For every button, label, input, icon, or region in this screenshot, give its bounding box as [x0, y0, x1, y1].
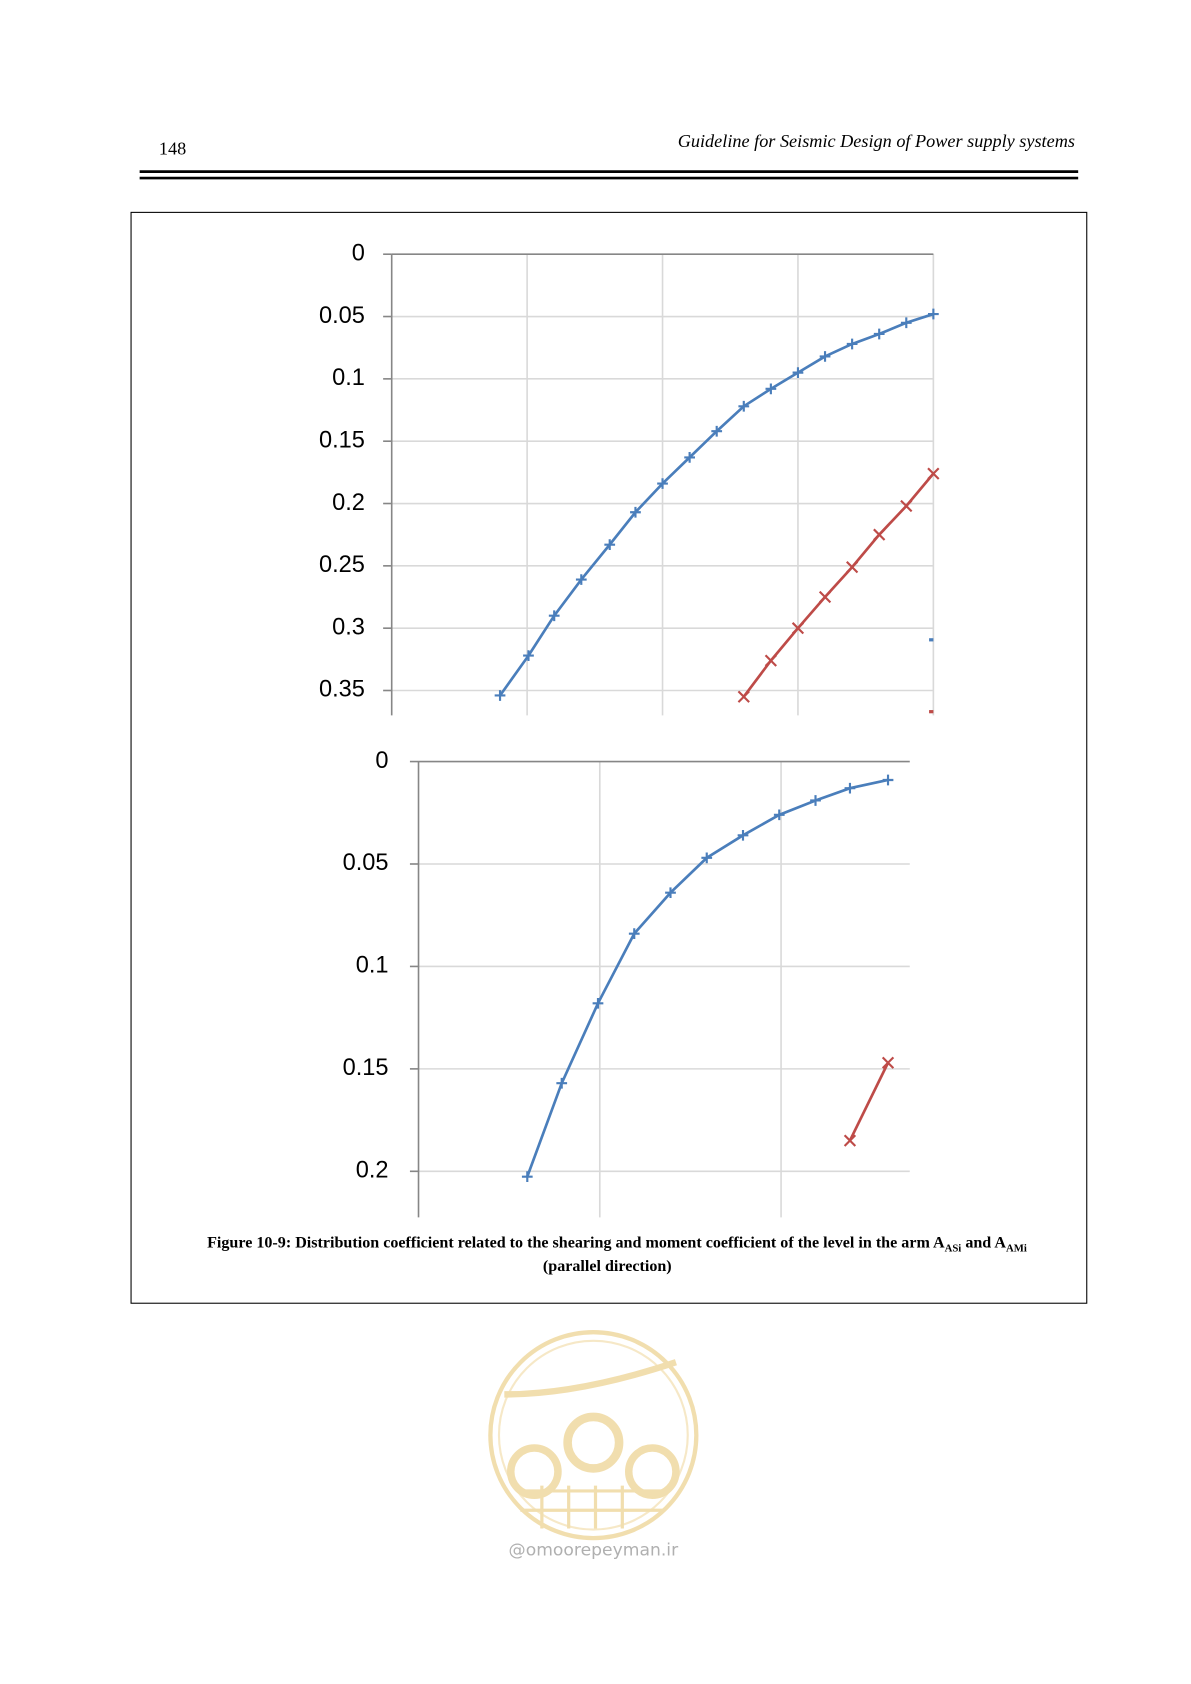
caption-subscript: AMi: [1006, 1243, 1027, 1255]
caption: (parallel direction): [543, 1258, 672, 1275]
marker: [684, 452, 695, 463]
running-title: Guideline for Seismic Design of Power su…: [678, 131, 1075, 151]
chart: 0 0.05 0.1 0.15 0.2: [343, 747, 910, 1218]
marker: [592, 997, 604, 1009]
marker: [657, 478, 668, 489]
marker: [701, 852, 713, 864]
marker: [873, 528, 886, 541]
marker: [819, 351, 831, 362]
y-tick-label: 0.15: [319, 426, 365, 452]
y-tick-label: 0: [352, 239, 365, 265]
series-line: [498, 312, 934, 697]
y-tick-label: 0.05: [343, 849, 389, 875]
y-tick-label: 0.2: [332, 489, 365, 515]
marker: [818, 590, 832, 604]
y-tick-label: 0.3: [332, 613, 365, 639]
y-tick-label: 0.1: [356, 952, 389, 978]
marker: [494, 690, 506, 701]
marker: [665, 887, 676, 899]
figure-frame: [130, 211, 1088, 1304]
caption-text: and A: [961, 1234, 1006, 1251]
watermark-text: @omoorepeyman.ir: [509, 1540, 680, 1560]
marker: [928, 308, 939, 320]
y-tick-label: 0.25: [319, 551, 365, 577]
marker: [737, 829, 749, 841]
chart: 0 0.05 0.1 0.15 0.2 0.25 0.3 0.35: [319, 239, 940, 716]
caption-text: Figure 10-9: Distribution coefficient re…: [207, 1234, 945, 1251]
y-tick-label: 0: [375, 747, 388, 773]
legend-fragment: [929, 710, 934, 714]
marker: [711, 425, 723, 437]
marker: [628, 928, 640, 940]
marker: [900, 317, 912, 329]
caption-subscript: ASi: [945, 1243, 962, 1255]
series-line: [848, 1062, 890, 1142]
marker: [846, 338, 858, 350]
marker: [764, 654, 777, 667]
y-tick-label: 0.2: [356, 1157, 389, 1183]
marker: [881, 1056, 895, 1069]
marker: [523, 650, 534, 661]
marker: [844, 782, 856, 794]
page-number: 148: [159, 138, 186, 158]
marker: [882, 774, 894, 786]
marker: [927, 467, 940, 480]
legend-fragment: [929, 638, 934, 642]
marker: [548, 610, 560, 622]
y-tick-label: 0.15: [343, 1054, 389, 1080]
marker: [773, 809, 785, 821]
marker: [791, 622, 805, 635]
y-tick-label: 0.05: [319, 302, 365, 328]
marker: [792, 367, 804, 378]
marker: [575, 574, 587, 585]
marker: [521, 1171, 533, 1183]
marker: [843, 1134, 857, 1147]
marker: [737, 690, 750, 703]
y-tick-label: 0.35: [319, 676, 365, 702]
marker: [810, 795, 821, 806]
marker: [556, 1077, 568, 1089]
caption: Figure 10-9: Distribution coefficient re…: [207, 1234, 1027, 1254]
watermark-logo: [488, 1330, 699, 1541]
series-line: [526, 778, 889, 1178]
marker: [873, 328, 885, 340]
marker: [846, 560, 859, 574]
charts: 0 0.05 0.1 0.15 0.2 0.25 0.3 0.35 0 0.05 0.1 0.15 0.…: [319, 239, 940, 1218]
marker: [630, 506, 641, 518]
y-tick-label: 0.1: [332, 364, 365, 390]
marker: [738, 400, 750, 412]
marker: [765, 383, 777, 395]
marker: [604, 539, 616, 551]
marker: [900, 499, 913, 513]
